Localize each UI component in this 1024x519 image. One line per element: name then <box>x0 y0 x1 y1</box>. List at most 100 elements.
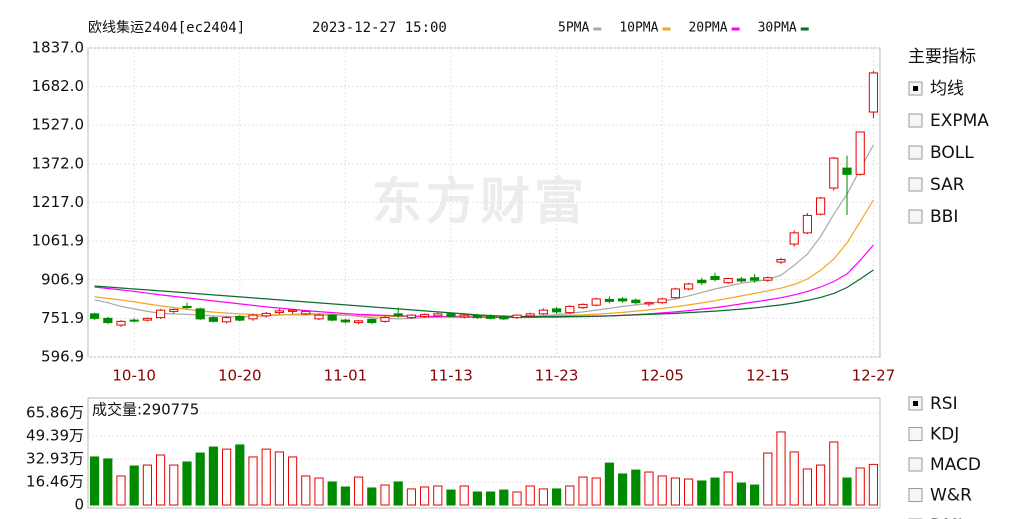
candle-body <box>499 316 509 320</box>
candle-body <box>776 259 786 263</box>
candle-body <box>380 317 390 322</box>
candle-body <box>472 314 482 319</box>
volume-bar <box>486 491 496 506</box>
sub-indicator-option[interactable]: RSI <box>930 394 958 414</box>
candle-body <box>446 313 456 317</box>
y-tick-label: 0 <box>74 496 84 514</box>
indicator-option[interactable]: EXPMA <box>930 111 989 131</box>
volume-bar <box>670 477 680 506</box>
volume-bar <box>684 478 694 506</box>
candle-body <box>591 298 601 306</box>
candle-body <box>235 315 245 321</box>
volume-bar <box>512 491 522 506</box>
volume-bar <box>288 456 298 506</box>
candle-body <box>829 157 839 189</box>
volume-bar <box>604 462 614 506</box>
legend-label: 5PMA <box>558 21 589 36</box>
candle-body <box>750 277 760 281</box>
main-indicator-checkbox[interactable] <box>908 177 923 192</box>
candle-body <box>538 309 548 315</box>
legend-label: 30PMA <box>758 21 797 36</box>
candle-body <box>670 288 680 299</box>
candle-body <box>684 283 694 290</box>
y-tick-label: 1061.9 <box>32 232 85 250</box>
y-tick-label: 65.86万 <box>26 404 84 422</box>
volume-bar <box>644 471 654 506</box>
y-tick-label: 1682.0 <box>32 77 85 95</box>
y-tick-label: 906.9 <box>41 270 84 288</box>
volume-bar <box>420 486 430 506</box>
volume-bar <box>763 452 773 506</box>
candle-body <box>631 299 641 304</box>
volume-bar <box>789 451 799 506</box>
candle-body <box>789 232 799 245</box>
sub-indicator-checkbox[interactable] <box>908 488 923 502</box>
x-tick-label: 12-05 <box>640 367 684 385</box>
volume-bar <box>631 469 641 506</box>
candle-body <box>274 310 284 314</box>
volume-bar <box>90 456 100 506</box>
volume-bar <box>142 464 152 506</box>
y-tick-label: 1372.0 <box>32 154 85 172</box>
y-tick-label: 1527.0 <box>32 116 85 134</box>
volume-bar <box>697 480 707 506</box>
main-indicator-checkbox[interactable] <box>908 209 923 224</box>
candle-body <box>103 317 113 324</box>
volume-frame <box>87 397 881 509</box>
candle-body <box>459 314 469 318</box>
main-indicator-check <box>913 86 918 91</box>
volume-bar <box>314 477 324 506</box>
candle-body <box>868 72 878 113</box>
volume-bar <box>169 464 179 506</box>
candle-body <box>314 314 324 320</box>
indicator-option[interactable]: SAR <box>930 175 965 195</box>
y-tick-label: 1837.0 <box>32 39 85 57</box>
volume-bar <box>103 458 113 506</box>
volume-bar <box>499 489 509 506</box>
indicator-option[interactable]: BOLL <box>930 143 974 163</box>
sub-indicator-check <box>913 401 918 406</box>
candle-body <box>169 308 179 312</box>
candle-body <box>393 313 403 317</box>
volume-bar <box>301 475 311 506</box>
ma-line <box>94 199 874 318</box>
volume-bar <box>578 476 588 506</box>
candle-body <box>354 320 364 324</box>
candle-body <box>578 303 588 309</box>
volume-bar <box>829 441 839 506</box>
candle-body <box>327 314 337 321</box>
sub-indicator-option[interactable]: MACD <box>930 455 981 475</box>
indicator-title: 主要指标 <box>908 47 976 67</box>
volume-bar <box>657 475 667 506</box>
volume-bar <box>525 485 535 506</box>
watermark: 东方财富 <box>372 173 588 231</box>
y-tick-label: 1217.0 <box>32 193 85 211</box>
y-tick-label: 751.9 <box>41 309 84 327</box>
volume-bar <box>459 485 469 506</box>
sub-indicator-option[interactable]: KDJ <box>930 425 959 445</box>
candle-body <box>604 298 614 302</box>
x-tick-label: 10-20 <box>218 367 262 385</box>
volume-bar <box>552 488 562 506</box>
candle-body <box>420 313 430 317</box>
volume-bar <box>340 486 350 506</box>
candle-body <box>222 317 232 323</box>
volume-bar <box>816 464 826 506</box>
volume-bar <box>802 468 812 506</box>
main-indicator-checkbox[interactable] <box>908 145 923 160</box>
volume-bar <box>116 475 126 506</box>
indicator-option[interactable]: BBI <box>930 207 958 227</box>
indicator-option[interactable]: 均线 <box>930 79 964 99</box>
volume-bar <box>855 467 865 506</box>
sub-indicator-checkbox[interactable] <box>908 427 923 441</box>
main-indicator-checkbox[interactable] <box>908 113 923 128</box>
sub-indicator-option[interactable]: W&R <box>930 486 972 506</box>
x-tick-label: 11-13 <box>429 367 473 385</box>
sub-indicator-checkbox[interactable] <box>908 457 923 472</box>
candle-body <box>565 305 575 314</box>
candle-body <box>129 319 139 322</box>
y-tick-label: 49.39万 <box>26 427 84 445</box>
candle-body <box>763 277 773 281</box>
candle-body <box>657 298 667 304</box>
sub-indicator-option[interactable]: DMI <box>930 516 963 519</box>
